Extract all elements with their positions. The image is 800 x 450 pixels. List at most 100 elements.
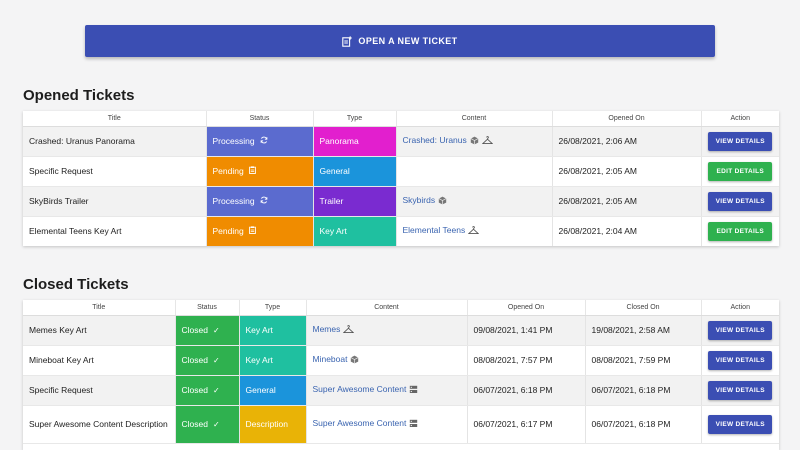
opened-on: 06/07/2021, 6:18 PM (467, 375, 586, 406)
cube-icon (350, 355, 359, 366)
opened-on: 09/08/2021, 1:41 PM (467, 315, 586, 346)
check-icon: ✓ (212, 386, 220, 396)
clipboard-icon (248, 226, 256, 236)
status-label: Closed (181, 354, 208, 365)
status-cell: Closed ✓ (175, 345, 240, 376)
status-label: Pending (212, 225, 244, 236)
type-cell: General (313, 156, 397, 187)
opened-on: 26/08/2021, 2:05 AM (552, 156, 702, 187)
column-header-closed-on: Closed On (585, 300, 702, 316)
hanger-icon (481, 135, 494, 147)
content-link[interactable]: Mineboat (312, 354, 348, 365)
content-cell: Crashed: Uranus (396, 126, 553, 157)
ticket-title: SkyBirds Trailer (23, 186, 207, 217)
content-link[interactable]: Crashed: Uranus (402, 135, 467, 146)
type-cell: Key Art (313, 216, 397, 246)
table-row: SkyBirds Trailer Processing Trailer Skybird… (23, 186, 779, 217)
ticket-title: Crashed: Uranus Panorama (23, 126, 207, 157)
column-header-status: Status (175, 300, 240, 316)
closed-on: 19/08/2021, 2:58 AM (585, 315, 702, 346)
content-link[interactable]: Memes (312, 324, 341, 335)
action-cell: VIEW DETAILS (701, 345, 779, 376)
opened-on: 08/08/2021, 7:57 PM (467, 345, 586, 376)
server-icon (409, 385, 418, 396)
table-row: Specific Request Closed ✓ General Super Awes… (23, 375, 779, 406)
type-cell: Key Art (239, 315, 307, 346)
ticket-title: Super Awesome Content Description (23, 405, 176, 444)
content-cell (396, 156, 553, 187)
view-details-button[interactable]: VIEW DETAILS (708, 320, 773, 340)
type-cell: Panorama (313, 126, 397, 157)
table-row: Mineboat Key Art Closed ✓ Key Art Mineboat 08… (23, 345, 779, 376)
content-link[interactable]: Super Awesome Content (312, 418, 407, 429)
column-header-type: Type (239, 300, 307, 316)
column-header-action: Action (701, 111, 779, 127)
column-header-action: Action (701, 300, 779, 316)
edit-details-button[interactable]: EDIT DETAILS (708, 221, 773, 241)
status-cell: Processing (206, 126, 314, 157)
edit-details-button[interactable]: EDIT DETAILS (708, 161, 773, 181)
status-cell: Closed ✓ (175, 375, 240, 406)
view-details-button[interactable]: VIEW DETAILS (708, 191, 773, 211)
status-label: Processing (212, 135, 255, 146)
status-label: Closed (181, 418, 208, 429)
ticket-title: Memes Key Art (23, 315, 176, 346)
type-cell: Key Art (239, 345, 307, 376)
status-label: Closed (181, 384, 208, 395)
table-row: Memes Key Art Closed ✓ Key Art Memes 09/08/20… (23, 315, 779, 346)
content-link[interactable]: Elemental Teens (402, 225, 466, 236)
type-cell: Description (239, 405, 307, 444)
opened-on: 06/07/2021, 6:17 PM (467, 405, 586, 444)
closed-on: 08/08/2021, 7:59 PM (585, 345, 702, 376)
view-details-button[interactable]: VIEW DETAILS (708, 131, 773, 151)
content-cell: Elemental Teens (396, 216, 553, 246)
closed-on: 06/07/2021, 6:18 PM (585, 405, 702, 444)
content-cell: Memes (306, 315, 468, 346)
table-row: Elemental Teens Key Art Pending Key Art Ele… (23, 216, 779, 246)
ticket-title: Specific Request (23, 156, 207, 187)
check-icon: ✓ (212, 356, 220, 366)
open-new-ticket-button[interactable]: OPEN A NEW TICKET (85, 25, 715, 57)
action-cell: EDIT DETAILS (701, 216, 779, 246)
hanger-icon (343, 324, 355, 336)
action-cell: VIEW DETAILS (701, 375, 779, 406)
content-link[interactable]: Super Awesome Content (312, 384, 407, 395)
note-add-icon (342, 35, 353, 47)
content-cell: Skybirds (396, 186, 553, 217)
column-header-title: Title (23, 111, 207, 127)
opened-on: 26/08/2021, 2:06 AM (552, 126, 702, 157)
action-cell: VIEW DETAILS (701, 186, 779, 217)
status-label: Pending (212, 165, 244, 176)
column-header-content: Content (396, 111, 553, 127)
column-header-status: Status (206, 111, 314, 127)
table-row: Super Awesome Content Description Closed ✓… (23, 405, 779, 444)
table-row: Specific Request Pending General 26/08/2021… (23, 156, 779, 187)
sync-icon (260, 196, 268, 206)
content-link[interactable]: Skybirds (402, 195, 436, 206)
ticket-title: Mineboat Key Art (23, 345, 176, 376)
view-details-button[interactable]: VIEW DETAILS (708, 380, 773, 400)
column-header-content: Content (306, 300, 468, 316)
status-cell: Closed ✓ (175, 405, 240, 444)
ticket-title: Specific Request (23, 375, 176, 406)
column-header-opened-on: Opened On (467, 300, 586, 316)
table-row: Crashed: Uranus Panorama Processing Panora… (23, 126, 779, 157)
status-cell: Pending (206, 156, 314, 187)
closed-tickets-title: Closed Tickets (23, 276, 129, 293)
content-cell: Super Awesome Content (306, 405, 468, 444)
view-details-button[interactable]: VIEW DETAILS (708, 350, 773, 370)
type-cell: Trailer (313, 186, 397, 217)
view-details-button[interactable]: VIEW DETAILS (708, 414, 773, 434)
closed-tickets-table: Title Status Type Content Opened On Closed On… (23, 300, 779, 450)
column-header-type: Type (313, 111, 397, 127)
action-cell: EDIT DETAILS (701, 156, 779, 187)
opened-on: 26/08/2021, 2:04 AM (552, 216, 702, 246)
server-icon (409, 419, 418, 430)
cube-icon (470, 136, 479, 147)
type-cell: General (239, 375, 307, 406)
sync-icon (260, 136, 268, 146)
check-icon: ✓ (212, 420, 220, 430)
content-cell: Mineboat (306, 345, 468, 376)
column-header-title: Title (23, 300, 176, 316)
